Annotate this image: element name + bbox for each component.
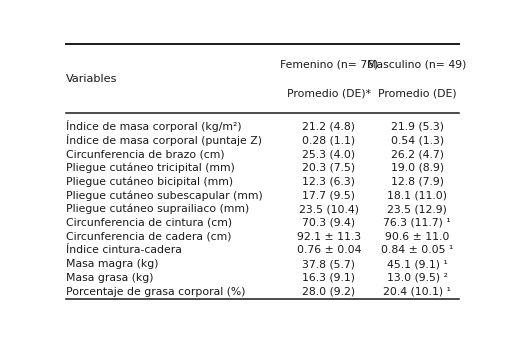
Text: 25.3 (4.0): 25.3 (4.0) bbox=[302, 149, 355, 159]
Text: Femenino (n= 76): Femenino (n= 76) bbox=[280, 60, 378, 70]
Text: Circunferencia de cintura (cm): Circunferencia de cintura (cm) bbox=[66, 218, 232, 228]
Text: 26.2 (4.7): 26.2 (4.7) bbox=[391, 149, 444, 159]
Text: Índice de masa corporal (puntaje Z): Índice de masa corporal (puntaje Z) bbox=[66, 134, 262, 146]
Text: 76.3 (11.7) ¹: 76.3 (11.7) ¹ bbox=[383, 218, 451, 228]
Text: 37.8 (5.7): 37.8 (5.7) bbox=[303, 259, 355, 269]
Text: 17.7 (9.5): 17.7 (9.5) bbox=[303, 190, 355, 200]
Text: Masculino (n= 49): Masculino (n= 49) bbox=[368, 60, 467, 70]
Text: Masa grasa (kg): Masa grasa (kg) bbox=[66, 273, 154, 283]
Text: 21.9 (5.3): 21.9 (5.3) bbox=[391, 121, 444, 131]
Text: 45.1 (9.1) ¹: 45.1 (9.1) ¹ bbox=[387, 259, 447, 269]
Text: Variables: Variables bbox=[66, 74, 117, 84]
Text: 12.3 (6.3): 12.3 (6.3) bbox=[303, 177, 355, 187]
Text: Circunferencia de brazo (cm): Circunferencia de brazo (cm) bbox=[66, 149, 225, 159]
Text: 21.2 (4.8): 21.2 (4.8) bbox=[303, 121, 355, 131]
Text: Porcentaje de grasa corporal (%): Porcentaje de grasa corporal (%) bbox=[66, 287, 245, 297]
Text: 0.54 (1.3): 0.54 (1.3) bbox=[391, 135, 444, 145]
Text: 13.0 (9.5) ²: 13.0 (9.5) ² bbox=[387, 273, 447, 283]
Text: 20.3 (7.5): 20.3 (7.5) bbox=[302, 163, 355, 173]
Text: Pliegue cutáneo suprailiaco (mm): Pliegue cutáneo suprailiaco (mm) bbox=[66, 204, 249, 214]
Text: Promedio (DE)*: Promedio (DE)* bbox=[287, 89, 371, 99]
Text: 18.1 (11.0): 18.1 (11.0) bbox=[387, 190, 447, 200]
Text: Promedio (DE): Promedio (DE) bbox=[378, 89, 457, 99]
Text: 0.84 ± 0.05 ¹: 0.84 ± 0.05 ¹ bbox=[381, 245, 453, 255]
Text: 28.0 (9.2): 28.0 (9.2) bbox=[302, 287, 355, 297]
Text: Masa magra (kg): Masa magra (kg) bbox=[66, 259, 159, 269]
Text: Circunferencia de cadera (cm): Circunferencia de cadera (cm) bbox=[66, 232, 231, 242]
Text: 12.8 (7.9): 12.8 (7.9) bbox=[391, 177, 444, 187]
Text: 90.6 ± 11.0: 90.6 ± 11.0 bbox=[385, 232, 450, 242]
Text: 23.5 (12.9): 23.5 (12.9) bbox=[387, 204, 447, 214]
Text: 70.3 (9.4): 70.3 (9.4) bbox=[302, 218, 355, 228]
Text: Pliegue cutáneo tricipital (mm): Pliegue cutáneo tricipital (mm) bbox=[66, 162, 235, 173]
Text: 0.28 (1.1): 0.28 (1.1) bbox=[302, 135, 355, 145]
Text: 19.0 (8.9): 19.0 (8.9) bbox=[391, 163, 444, 173]
Text: Índice cintura-cadera: Índice cintura-cadera bbox=[66, 245, 182, 255]
Text: 0.76 ± 0.04: 0.76 ± 0.04 bbox=[296, 245, 361, 255]
Text: 16.3 (9.1): 16.3 (9.1) bbox=[303, 273, 355, 283]
Text: 20.4 (10.1) ¹: 20.4 (10.1) ¹ bbox=[383, 287, 451, 297]
Text: Índice de masa corporal (kg/m²): Índice de masa corporal (kg/m²) bbox=[66, 120, 242, 132]
Text: 23.5 (10.4): 23.5 (10.4) bbox=[299, 204, 359, 214]
Text: Pliegue cutáneo subescapular (mm): Pliegue cutáneo subescapular (mm) bbox=[66, 190, 263, 201]
Text: Pliegue cutáneo bicipital (mm): Pliegue cutáneo bicipital (mm) bbox=[66, 176, 233, 187]
Text: 92.1 ± 11.3: 92.1 ± 11.3 bbox=[297, 232, 361, 242]
